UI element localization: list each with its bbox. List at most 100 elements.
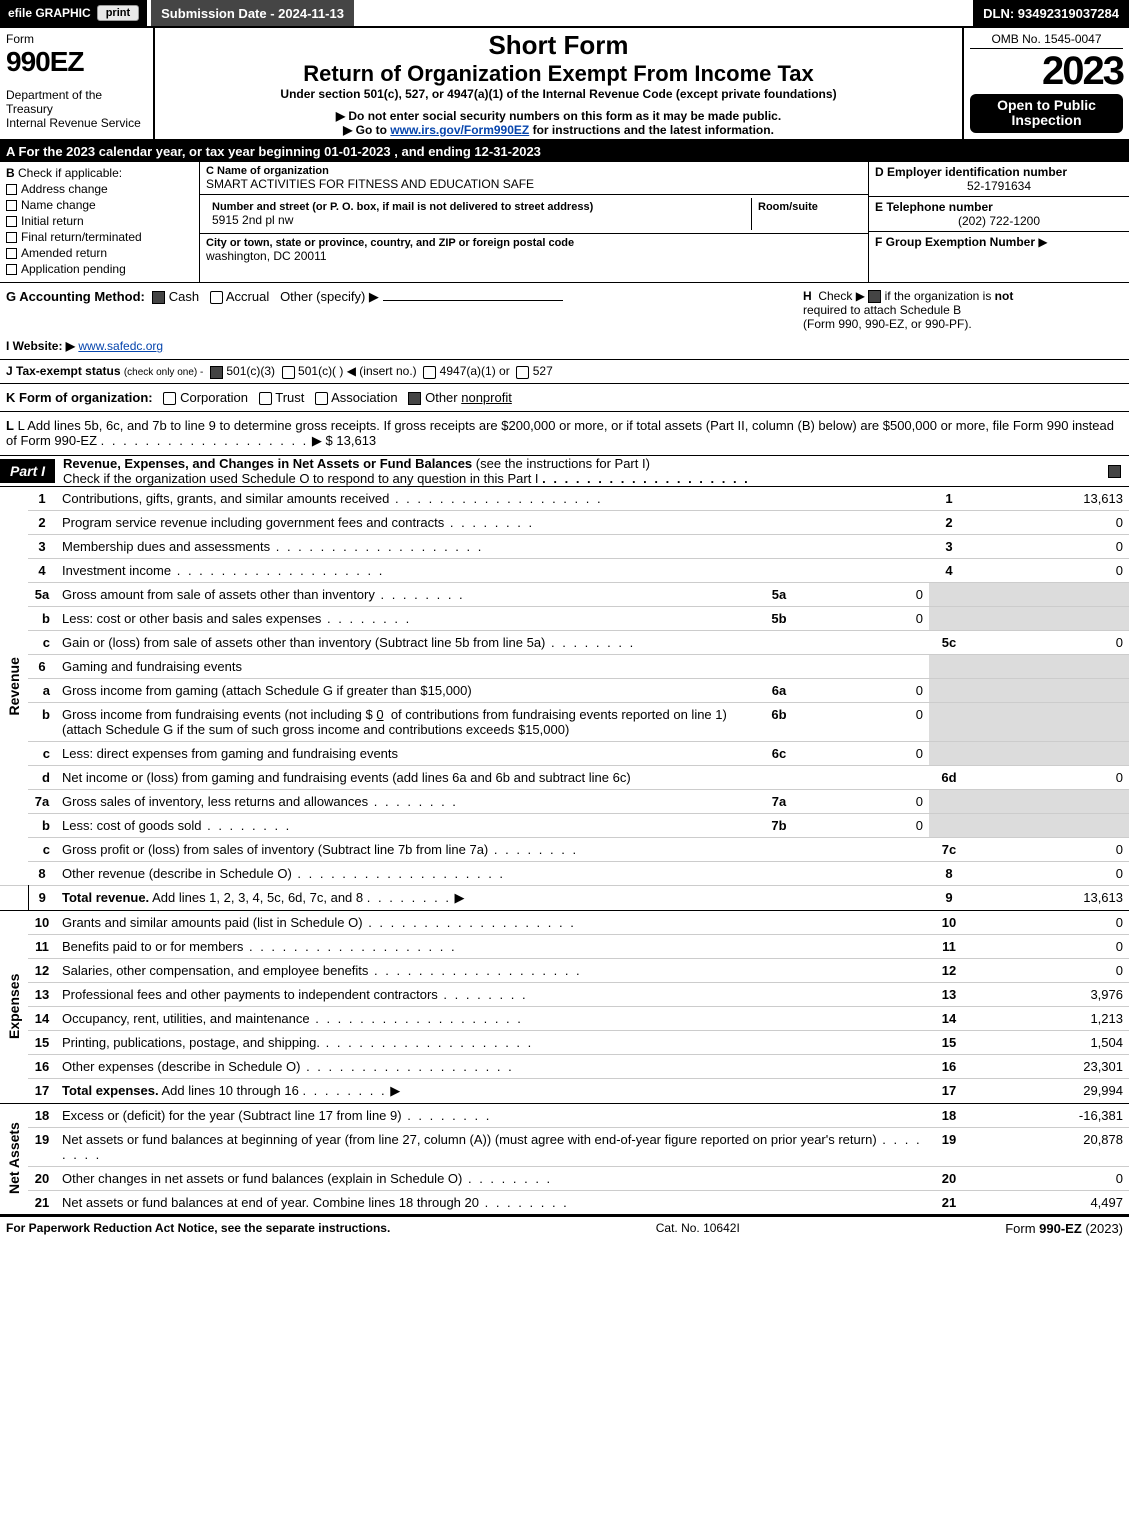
box-value-shade [969, 741, 1129, 765]
line-8: 8 Other revenue (describe in Schedule O)… [0, 861, 1129, 885]
h-text3: required to attach Schedule B [803, 303, 961, 317]
box-value-shade [969, 582, 1129, 606]
box-number: 18 [929, 1103, 969, 1127]
box-number: 21 [929, 1190, 969, 1214]
check-final-return[interactable]: Final return/terminated [6, 230, 193, 244]
line-desc: Salaries, other compensation, and employ… [56, 958, 929, 982]
part1-checkbox[interactable] [1099, 463, 1129, 478]
line-number: 5a [28, 582, 56, 606]
line-6b: b Gross income from fundraising events (… [0, 702, 1129, 741]
desc-text: Other expenses (describe in Schedule O) [62, 1059, 300, 1074]
h-not: not [995, 289, 1014, 303]
line-desc: Less: cost of goods sold [56, 813, 759, 837]
print-button[interactable]: print [97, 5, 139, 21]
line-14: 14 Occupancy, rent, utilities, and maint… [0, 1006, 1129, 1030]
group-label: F Group Exemption Number [875, 235, 1035, 249]
line-2: 2 Program service revenue including gove… [0, 510, 1129, 534]
box-value-shade [969, 606, 1129, 630]
website-link[interactable]: www.safedc.org [78, 339, 163, 353]
box-number: 8 [929, 861, 969, 885]
dots [270, 539, 483, 554]
ein-block: D Employer identification number 52-1791… [869, 162, 1129, 197]
row-gh: G Accounting Method: Cash Accrual Other … [0, 283, 1129, 337]
line-7b: b Less: cost of goods sold 7b 0 [0, 813, 1129, 837]
org-name-label: C Name of organization [206, 165, 862, 177]
checkbox-filled-icon [408, 392, 421, 405]
box-value: 13,613 [969, 885, 1129, 910]
line-number: b [28, 606, 56, 630]
dots [542, 471, 750, 486]
line-6a: a Gross income from gaming (attach Sched… [0, 678, 1129, 702]
goto-link[interactable]: www.irs.gov/Form990EZ [390, 123, 529, 137]
j-4947: 4947(a)(1) or [440, 364, 510, 378]
street-row: Number and street (or P. O. box, if mail… [200, 195, 868, 234]
check-name-change[interactable]: Name change [6, 198, 193, 212]
line-number: 4 [28, 558, 56, 582]
desc-text: Gross sales of inventory, less returns a… [62, 794, 368, 809]
checkbox-icon [516, 366, 529, 379]
footer-right-suffix: (2023) [1085, 1221, 1123, 1236]
line-number: 7a [28, 789, 56, 813]
check-label: Amended return [21, 246, 107, 260]
line-desc: Gross profit or (loss) from sales of inv… [56, 837, 929, 861]
group-arrow: ▶ [1038, 235, 1047, 249]
dots [292, 866, 505, 881]
line-18: Net Assets 18 Excess or (deficit) for th… [0, 1103, 1129, 1127]
return-title: Return of Organization Exempt From Incom… [159, 61, 958, 87]
desc-text: Less: cost of goods sold [62, 818, 201, 833]
inline-box-number: 7b [759, 813, 799, 837]
dots [444, 515, 534, 530]
line-desc: Program service revenue including govern… [56, 510, 929, 534]
line-number: b [28, 702, 56, 741]
dots [479, 1195, 569, 1210]
footer-right: Form 990-EZ (2023) [1005, 1221, 1123, 1236]
box-value: 0 [969, 1166, 1129, 1190]
part1-title-note: (see the instructions for Part I) [476, 456, 650, 471]
desc-text: Add lines 1, 2, 3, 4, 5c, 6d, 7c, and 8 [152, 890, 363, 905]
check-application-pending[interactable]: Application pending [6, 262, 193, 276]
line-6d: d Net income or (loss) from gaming and f… [0, 765, 1129, 789]
check-amended-return[interactable]: Amended return [6, 246, 193, 260]
box-number-shade [929, 741, 969, 765]
b-letter: B [6, 166, 15, 180]
box-value-shade [969, 678, 1129, 702]
line-desc: Occupancy, rent, utilities, and maintena… [56, 1006, 929, 1030]
dots [171, 563, 384, 578]
box-value: 0 [969, 837, 1129, 861]
inline-box-value: 0 [799, 813, 929, 837]
box-number: 11 [929, 934, 969, 958]
box-number: 17 [929, 1078, 969, 1103]
form-number: 990EZ [6, 46, 147, 78]
line-desc: Contributions, gifts, grants, and simila… [56, 487, 929, 511]
dots [243, 939, 456, 954]
check-address-change[interactable]: Address change [6, 182, 193, 196]
line-number: 15 [28, 1030, 56, 1054]
desc-text: Printing, publications, postage, and shi… [62, 1035, 320, 1050]
line-number: 3 [28, 534, 56, 558]
box-number-shade [929, 789, 969, 813]
j-527: 527 [533, 364, 553, 378]
dots [302, 1083, 386, 1098]
check-initial-return[interactable]: Initial return [6, 214, 193, 228]
box-number: 9 [929, 885, 969, 910]
line-desc: Professional fees and other payments to … [56, 982, 929, 1006]
section-bcd: B Check if applicable: Address change Na… [0, 162, 1129, 283]
goto-suffix: for instructions and the latest informat… [533, 123, 774, 137]
line-number: 6 [28, 654, 56, 678]
line-desc: Gross income from gaming (attach Schedul… [56, 678, 759, 702]
g-cash: Cash [169, 289, 199, 304]
checkbox-icon [6, 200, 17, 211]
line-20: 20 Other changes in net assets or fund b… [0, 1166, 1129, 1190]
org-name-value: SMART ACTIVITIES FOR FITNESS AND EDUCATI… [206, 177, 862, 191]
dots [488, 842, 578, 857]
row-h: H Check ▶ if the organization is not req… [803, 289, 1123, 331]
checkbox-icon [6, 184, 17, 195]
part1-table: Revenue 1 Contributions, gifts, grants, … [0, 487, 1129, 1215]
line-11: 11 Benefits paid to or for members 11 0 [0, 934, 1129, 958]
line-number: d [28, 765, 56, 789]
check-label: Final return/terminated [21, 230, 142, 244]
website-row: I Website: ▶ www.safedc.org [0, 337, 1129, 360]
box-number: 7c [929, 837, 969, 861]
phone-block: E Telephone number (202) 722-1200 [869, 197, 1129, 232]
line-desc: Other revenue (describe in Schedule O) [56, 861, 929, 885]
